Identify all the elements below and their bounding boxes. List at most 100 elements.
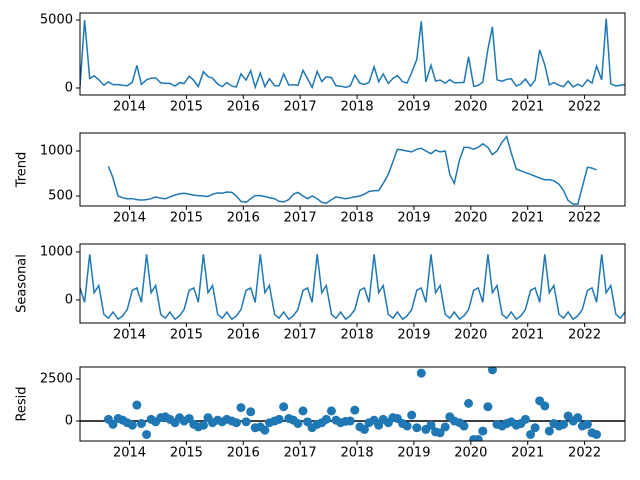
y-tick-label: 5000 (40, 13, 73, 28)
x-tick-label: 2017 (284, 446, 317, 461)
x-tick-label: 2022 (568, 328, 601, 343)
x-tick-label: 2016 (227, 328, 260, 343)
data-point (402, 421, 412, 431)
axes-frame (79, 12, 626, 96)
data-point (559, 419, 569, 429)
x-tick-label: 2014 (113, 100, 146, 115)
data-line (80, 18, 625, 90)
x-tick-label: 2019 (397, 446, 430, 461)
y-tick-label: 1000 (40, 144, 73, 159)
x-tick-label: 2015 (170, 100, 203, 115)
data-point (473, 434, 483, 441)
plot-area (107, 135, 597, 205)
y-axis-label: Trend (15, 152, 30, 189)
x-tick-label: 2021 (511, 446, 544, 461)
data-point (326, 406, 336, 416)
x-tick-label: 2022 (568, 100, 601, 115)
y-tick-label: 0 (65, 292, 73, 307)
data-point (435, 428, 445, 438)
x-tick-label: 2021 (511, 211, 544, 226)
data-point (350, 405, 360, 415)
x-tick-label: 2014 (113, 446, 146, 461)
data-line (107, 135, 597, 205)
axes-frame (79, 366, 626, 442)
data-point (459, 421, 469, 431)
x-tick-label: 2016 (227, 446, 260, 461)
plot-area (80, 18, 625, 90)
y-tick-label: 500 (48, 189, 73, 204)
data-point (127, 420, 137, 430)
axes-frame (79, 243, 626, 324)
x-tick-label: 2022 (568, 211, 601, 226)
data-point (136, 419, 146, 429)
data-point (142, 429, 152, 439)
data-point (426, 420, 436, 430)
x-tick-label: 2017 (284, 328, 317, 343)
x-tick-label: 2020 (454, 100, 487, 115)
data-point (573, 413, 583, 423)
x-tick-label: 2020 (454, 328, 487, 343)
x-tick-label: 2019 (397, 100, 430, 115)
data-point (440, 422, 450, 432)
data-point (132, 400, 142, 410)
x-tick-label: 2014 (113, 328, 146, 343)
data-point (108, 419, 118, 429)
data-point (464, 398, 474, 408)
y-tick-label: 2500 (40, 372, 73, 387)
x-tick-label: 2017 (284, 211, 317, 226)
data-point (544, 426, 554, 436)
data-point (198, 420, 208, 430)
data-point (246, 407, 256, 417)
y-tick-label: 0 (65, 80, 73, 95)
x-tick-label: 2015 (170, 211, 203, 226)
data-point (321, 414, 331, 424)
x-tick-label: 2016 (227, 100, 260, 115)
data-point (260, 425, 270, 435)
x-tick-label: 2016 (227, 211, 260, 226)
y-axis-label: Resid (15, 386, 30, 421)
data-point (483, 402, 493, 412)
x-tick-label: 2015 (170, 328, 203, 343)
y-tick-label: 0 (65, 414, 73, 429)
x-tick-label: 2018 (341, 100, 374, 115)
x-tick-label: 2015 (170, 446, 203, 461)
y-tick-label: 1000 (40, 244, 73, 259)
x-tick-label: 2019 (397, 328, 430, 343)
data-point (478, 426, 488, 436)
x-tick-label: 2017 (284, 100, 317, 115)
data-point (359, 424, 369, 434)
data-point (293, 419, 303, 429)
data-point (231, 418, 241, 428)
data-point (407, 410, 417, 420)
data-point (236, 403, 246, 413)
x-tick-label: 2014 (113, 211, 146, 226)
data-point (279, 402, 289, 412)
plot-area (80, 367, 625, 441)
y-axis-label: Seasonal (15, 254, 30, 313)
x-tick-label: 2021 (511, 100, 544, 115)
data-point (416, 368, 426, 378)
data-point (345, 416, 355, 426)
data-point (241, 417, 251, 427)
data-point (520, 414, 530, 424)
x-tick-label: 2021 (511, 328, 544, 343)
data-point (582, 419, 592, 429)
x-tick-label: 2022 (568, 446, 601, 461)
data-point (487, 367, 497, 375)
data-point (274, 414, 284, 424)
x-tick-label: 2019 (397, 211, 430, 226)
axes-frame (79, 132, 626, 207)
data-point (412, 423, 422, 433)
x-tick-label: 2018 (341, 328, 374, 343)
x-tick-label: 2020 (454, 446, 487, 461)
x-tick-label: 2018 (341, 446, 374, 461)
x-tick-label: 2020 (454, 211, 487, 226)
data-point (530, 423, 540, 433)
plot-area (80, 254, 625, 321)
data-point (540, 401, 550, 411)
data-point (526, 429, 536, 439)
data-line (80, 254, 625, 321)
data-point (298, 406, 308, 416)
data-point (592, 429, 602, 439)
